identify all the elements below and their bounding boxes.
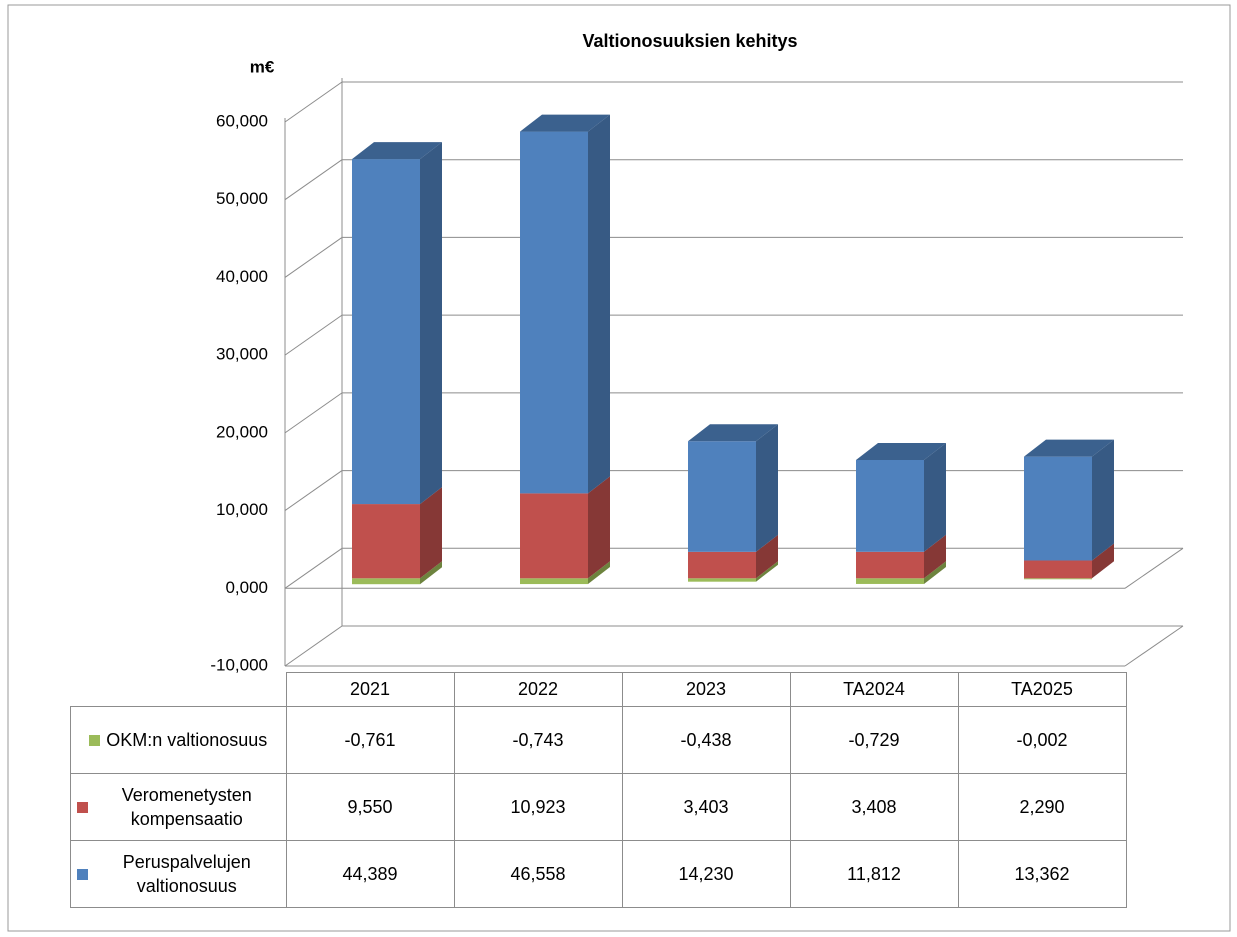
table-header-row: 2021 2022 2023 TA2024 TA2025 — [71, 672, 1127, 707]
bar-side — [1092, 561, 1114, 579]
data-label: 13,362 — [957, 840, 1127, 908]
data-label: 11,812 — [789, 840, 959, 908]
bar — [352, 159, 420, 505]
bar-top — [856, 443, 946, 461]
chart-border — [7, 4, 1231, 932]
data-label: 9,550 — [285, 773, 455, 841]
legend-item: Peruspalvelujen valtionosuus — [71, 850, 286, 898]
bar-top — [520, 114, 610, 132]
x-tick-label: 2021 — [285, 672, 455, 707]
legend-swatch — [77, 801, 89, 813]
y-tick-label: 10,000 — [216, 500, 268, 519]
bar-side — [420, 142, 442, 505]
data-label: -0,002 — [957, 706, 1127, 774]
bar-side — [588, 476, 610, 579]
bar-side — [756, 561, 778, 582]
legend-item: OKM:n valtionosuus — [71, 728, 286, 752]
y-tick-label: 60,000 — [216, 111, 268, 130]
bar — [1024, 456, 1092, 561]
data-label: 2,290 — [957, 773, 1127, 841]
bar-side — [588, 114, 610, 494]
bar-top — [1024, 439, 1114, 457]
bar-side — [420, 561, 442, 585]
bar-top — [688, 424, 778, 442]
data-label: -0,729 — [789, 706, 959, 774]
bar-side — [924, 561, 946, 584]
legend-cell: Peruspalvelujen valtionosuus — [70, 840, 287, 908]
floor-edge — [1124, 625, 1184, 667]
y-tick-label: 0,000 — [225, 578, 268, 597]
legend-item: Veromenetysten kompensaatio — [71, 783, 286, 831]
bar-side — [1092, 543, 1114, 579]
grid-line — [284, 237, 343, 278]
zero-floor-line — [1124, 547, 1184, 589]
bar — [520, 493, 588, 579]
data-label: 3,408 — [789, 773, 959, 841]
bar-side — [924, 443, 946, 552]
legend-label: Veromenetysten kompensaatio — [121, 785, 252, 829]
bar — [1024, 578, 1092, 580]
bar — [856, 551, 924, 579]
data-label: 44,389 — [285, 840, 455, 908]
grid-line — [284, 547, 343, 589]
y-axis-label: m€ — [250, 57, 275, 76]
bar — [688, 551, 756, 579]
bar-side — [924, 534, 946, 579]
table-row: Veromenetysten kompensaatio 9,550 10,923 3,… — [70, 773, 1127, 841]
data-label: 14,230 — [621, 840, 791, 908]
bar — [352, 504, 420, 579]
y-tick-label: 30,000 — [216, 345, 268, 364]
bar-side — [420, 487, 442, 579]
y-tick-label: 50,000 — [216, 189, 268, 208]
bar — [856, 578, 924, 584]
table-row: OKM:n valtionosuus -0,761 -0,743 -0,438 -0,7… — [70, 706, 1127, 774]
table-row: Peruspalvelujen valtionosuus 44,389 46,558… — [70, 840, 1127, 908]
grid-line — [284, 625, 343, 667]
legend-label: OKM:n valtionosuus — [106, 730, 268, 750]
bar-side — [756, 424, 778, 552]
bar — [856, 460, 924, 552]
bar-side — [756, 534, 778, 579]
x-tick-label: TA2024 — [789, 672, 959, 707]
bar-top — [352, 142, 442, 160]
data-label: -0,761 — [285, 706, 455, 774]
x-tick-label: 2022 — [453, 672, 623, 707]
legend-label: Peruspalvelujen valtionosuus — [122, 852, 251, 896]
bar-side — [588, 561, 610, 585]
grid-line — [284, 314, 343, 356]
legend-swatch — [89, 734, 101, 746]
data-label: -0,438 — [621, 706, 791, 774]
grid-line — [284, 392, 343, 434]
grid-line — [284, 81, 343, 123]
legend-cell: OKM:n valtionosuus — [70, 706, 287, 774]
x-tick-label: TA2025 — [957, 672, 1127, 707]
legend-swatch — [77, 868, 89, 880]
bar — [1024, 560, 1092, 579]
bar — [520, 578, 588, 585]
y-tick-label: -10,000 — [210, 655, 268, 674]
data-label: 3,403 — [621, 773, 791, 841]
grid-line — [284, 159, 343, 201]
grid-line — [284, 470, 343, 511]
y-tick-label: 40,000 — [216, 267, 268, 286]
bar — [688, 578, 756, 582]
x-tick-label: 2023 — [621, 672, 791, 707]
data-label: 46,558 — [453, 840, 623, 908]
legend-cell: Veromenetysten kompensaatio — [70, 773, 287, 841]
data-label: -0,743 — [453, 706, 623, 774]
bar — [688, 441, 756, 552]
bar — [520, 131, 588, 494]
chart-title: Valtionosuuksien kehitys — [582, 31, 797, 51]
data-table: 2021 2022 2023 TA2024 TA2025 OKM:n valtionosu… — [70, 672, 1127, 908]
y-tick-label: 20,000 — [216, 422, 268, 441]
bar-side — [1092, 439, 1114, 561]
table-corner — [71, 673, 287, 707]
data-label: 10,923 — [453, 773, 623, 841]
bar — [352, 578, 420, 585]
